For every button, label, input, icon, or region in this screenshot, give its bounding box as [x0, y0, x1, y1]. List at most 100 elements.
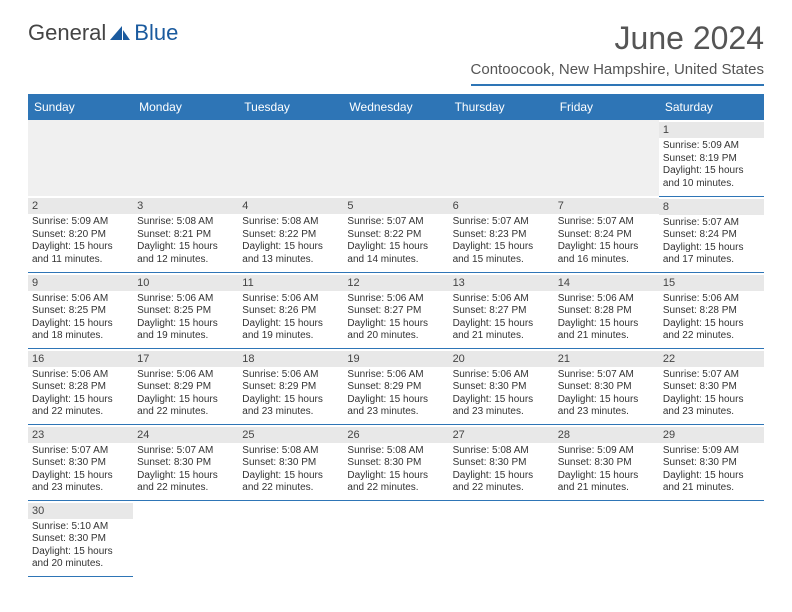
- calendar-body: 1Sunrise: 5:09 AMSunset: 8:19 PMDaylight…: [28, 120, 764, 576]
- daylight-text: Daylight: 15 hours and 19 minutes.: [137, 318, 234, 343]
- calendar-table: SundayMondayTuesdayWednesdayThursdayFrid…: [28, 94, 764, 577]
- sunset-text: Sunset: 8:30 PM: [453, 381, 550, 394]
- sunset-text: Sunset: 8:30 PM: [558, 457, 655, 470]
- sunset-text: Sunset: 8:30 PM: [137, 457, 234, 470]
- day-header: Tuesday: [238, 94, 343, 120]
- day-cell: 13Sunrise: 5:06 AMSunset: 8:27 PMDayligh…: [449, 272, 554, 348]
- sunset-text: Sunset: 8:24 PM: [663, 229, 760, 242]
- sunset-text: Sunset: 8:28 PM: [663, 305, 760, 318]
- sunrise-text: Sunrise: 5:08 AM: [137, 216, 234, 229]
- day-number: 15: [659, 275, 764, 291]
- sunset-text: Sunset: 8:30 PM: [32, 533, 129, 546]
- sunrise-text: Sunrise: 5:07 AM: [663, 217, 760, 230]
- logo-text-1: General: [28, 20, 106, 46]
- day-cell: [28, 120, 133, 196]
- sunrise-text: Sunrise: 5:06 AM: [137, 369, 234, 382]
- daylight-text: Daylight: 15 hours and 22 minutes.: [137, 470, 234, 495]
- day-number: 26: [343, 427, 448, 443]
- daylight-text: Daylight: 15 hours and 12 minutes.: [137, 241, 234, 266]
- logo-text-2: Blue: [134, 20, 178, 46]
- sunset-text: Sunset: 8:28 PM: [558, 305, 655, 318]
- daylight-text: Daylight: 15 hours and 20 minutes.: [32, 546, 129, 571]
- day-cell: 3Sunrise: 5:08 AMSunset: 8:21 PMDaylight…: [133, 196, 238, 272]
- day-cell: 30Sunrise: 5:10 AMSunset: 8:30 PMDayligh…: [28, 500, 133, 576]
- day-header: Monday: [133, 94, 238, 120]
- sunset-text: Sunset: 8:29 PM: [242, 381, 339, 394]
- day-cell: 9Sunrise: 5:06 AMSunset: 8:25 PMDaylight…: [28, 272, 133, 348]
- daylight-text: Daylight: 15 hours and 21 minutes.: [453, 318, 550, 343]
- day-number: 17: [133, 351, 238, 367]
- day-number: 1: [659, 122, 764, 138]
- sunset-text: Sunset: 8:21 PM: [137, 229, 234, 242]
- sunrise-text: Sunrise: 5:10 AM: [32, 521, 129, 534]
- daylight-text: Daylight: 15 hours and 10 minutes.: [663, 165, 760, 190]
- logo: General Blue: [28, 20, 178, 46]
- day-cell: 1 Sunrise: 5:09 AMSunset: 8:19 PMDaylight…: [659, 120, 764, 196]
- day-number: 9: [28, 275, 133, 291]
- day-number: 21: [554, 351, 659, 367]
- day-number: 19: [343, 351, 448, 367]
- sunset-text: Sunset: 8:26 PM: [242, 305, 339, 318]
- sunrise-text: Sunrise: 5:07 AM: [558, 216, 655, 229]
- sunset-text: Sunset: 8:30 PM: [663, 457, 760, 470]
- day-cell: 10Sunrise: 5:06 AMSunset: 8:25 PMDayligh…: [133, 272, 238, 348]
- day-number: 4: [238, 198, 343, 214]
- day-number: 20: [449, 351, 554, 367]
- sunset-text: Sunset: 8:24 PM: [558, 229, 655, 242]
- daylight-text: Daylight: 15 hours and 21 minutes.: [663, 470, 760, 495]
- daylight-text: Daylight: 15 hours and 22 minutes.: [347, 470, 444, 495]
- daylight-text: Daylight: 15 hours and 22 minutes.: [32, 394, 129, 419]
- sunrise-text: Sunrise: 5:06 AM: [32, 293, 129, 306]
- day-number: 5: [343, 198, 448, 214]
- daylight-text: Daylight: 15 hours and 23 minutes.: [663, 394, 760, 419]
- sunrise-text: Sunrise: 5:07 AM: [347, 216, 444, 229]
- sunset-text: Sunset: 8:30 PM: [663, 381, 760, 394]
- daylight-text: Daylight: 15 hours and 23 minutes.: [32, 470, 129, 495]
- day-number: 8: [659, 199, 764, 215]
- daylight-text: Daylight: 15 hours and 22 minutes.: [453, 470, 550, 495]
- day-cell: 26Sunrise: 5:08 AMSunset: 8:30 PMDayligh…: [343, 424, 448, 500]
- sunset-text: Sunset: 8:29 PM: [347, 381, 444, 394]
- day-cell: 24Sunrise: 5:07 AMSunset: 8:30 PMDayligh…: [133, 424, 238, 500]
- calendar-head: SundayMondayTuesdayWednesdayThursdayFrid…: [28, 94, 764, 120]
- day-cell: 8Sunrise: 5:07 AMSunset: 8:24 PMDaylight…: [659, 196, 764, 272]
- sunset-text: Sunset: 8:30 PM: [347, 457, 444, 470]
- day-cell: 16Sunrise: 5:06 AMSunset: 8:28 PMDayligh…: [28, 348, 133, 424]
- daylight-text: Daylight: 15 hours and 19 minutes.: [242, 318, 339, 343]
- day-number: 14: [554, 275, 659, 291]
- day-header: Thursday: [449, 94, 554, 120]
- day-cell: 23Sunrise: 5:07 AMSunset: 8:30 PMDayligh…: [28, 424, 133, 500]
- sunset-text: Sunset: 8:29 PM: [137, 381, 234, 394]
- sunrise-text: Sunrise: 5:09 AM: [663, 445, 760, 458]
- day-cell: 15Sunrise: 5:06 AMSunset: 8:28 PMDayligh…: [659, 272, 764, 348]
- daylight-text: Daylight: 15 hours and 16 minutes.: [558, 241, 655, 266]
- sunrise-text: Sunrise: 5:06 AM: [137, 293, 234, 306]
- day-cell: 28Sunrise: 5:09 AMSunset: 8:30 PMDayligh…: [554, 424, 659, 500]
- day-cell: 19Sunrise: 5:06 AMSunset: 8:29 PMDayligh…: [343, 348, 448, 424]
- day-cell: 5Sunrise: 5:07 AMSunset: 8:22 PMDaylight…: [343, 196, 448, 272]
- sunset-text: Sunset: 8:19 PM: [663, 153, 760, 166]
- day-number: 12: [343, 275, 448, 291]
- sunset-text: Sunset: 8:30 PM: [242, 457, 339, 470]
- day-header: Sunday: [28, 94, 133, 120]
- day-number: 22: [659, 351, 764, 367]
- day-number: 13: [449, 275, 554, 291]
- daylight-text: Daylight: 15 hours and 20 minutes.: [347, 318, 444, 343]
- month-title: June 2024: [471, 20, 764, 57]
- day-cell: [133, 500, 238, 576]
- day-cell: 25Sunrise: 5:08 AMSunset: 8:30 PMDayligh…: [238, 424, 343, 500]
- header: General Blue June 2024 Contoocook, New H…: [28, 20, 764, 86]
- day-number: 23: [28, 427, 133, 443]
- sunrise-text: Sunrise: 5:06 AM: [663, 293, 760, 306]
- daylight-text: Daylight: 15 hours and 23 minutes.: [347, 394, 444, 419]
- day-cell: 21Sunrise: 5:07 AMSunset: 8:30 PMDayligh…: [554, 348, 659, 424]
- day-header: Wednesday: [343, 94, 448, 120]
- daylight-text: Daylight: 15 hours and 14 minutes.: [347, 241, 444, 266]
- day-cell: 6Sunrise: 5:07 AMSunset: 8:23 PMDaylight…: [449, 196, 554, 272]
- sunrise-text: Sunrise: 5:09 AM: [663, 140, 760, 153]
- daylight-text: Daylight: 15 hours and 22 minutes.: [242, 470, 339, 495]
- sunset-text: Sunset: 8:27 PM: [453, 305, 550, 318]
- sunrise-text: Sunrise: 5:07 AM: [453, 216, 550, 229]
- week-row: 23Sunrise: 5:07 AMSunset: 8:30 PMDayligh…: [28, 424, 764, 500]
- daylight-text: Daylight: 15 hours and 21 minutes.: [558, 470, 655, 495]
